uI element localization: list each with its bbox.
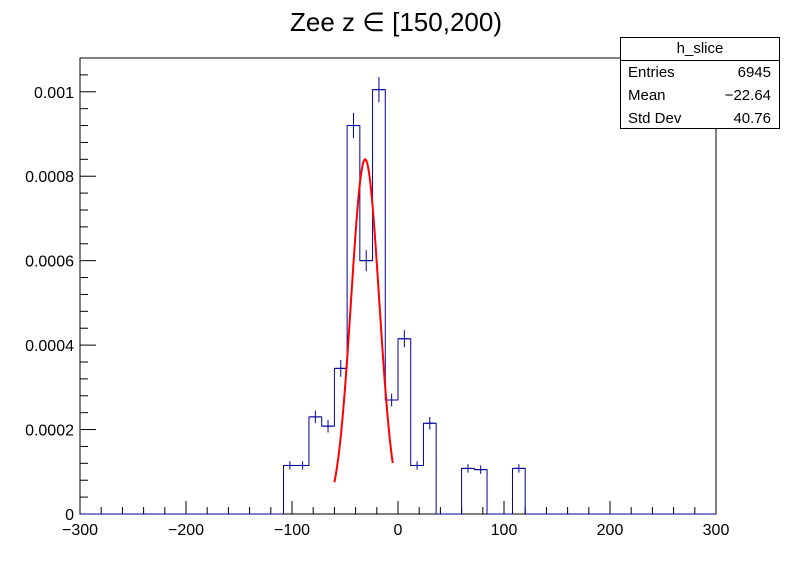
stats-label: Std Dev <box>628 110 682 127</box>
y-tick-label: 0.0006 <box>25 254 74 271</box>
y-tick-label: 0 <box>65 507 74 524</box>
chart-title: Zee z ∈ [150,200) <box>290 7 502 37</box>
x-tick-label: 100 <box>491 522 518 539</box>
y-tick-label: 0.001 <box>34 85 74 102</box>
stats-row-stddev: Std Dev 40.76 <box>621 107 779 130</box>
y-tick-label: 0.0004 <box>25 338 74 355</box>
x-tick-label: −100 <box>274 522 310 539</box>
stats-label: Mean <box>628 87 666 104</box>
stats-value: −22.64 <box>724 87 771 104</box>
histogram-bins <box>80 89 716 515</box>
x-tick-label: 200 <box>597 522 624 539</box>
tick-labels: −300 −200 −100 0 100 200 300 0 0.0002 0.0004 0.000… <box>25 85 729 539</box>
x-tick-label: 300 <box>703 522 730 539</box>
error-bars <box>284 77 525 474</box>
gaussian-fit <box>333 158 394 483</box>
x-tick-label: 0 <box>394 522 403 539</box>
y-tick-label: 0.0002 <box>25 423 74 440</box>
stats-row-entries: Entries 6945 <box>621 61 779 84</box>
histogram-outline <box>80 89 716 515</box>
stats-value: 6945 <box>737 64 771 81</box>
fit-curve <box>333 158 394 483</box>
y-tick-label: 0.0008 <box>25 169 74 186</box>
stats-row-mean: Mean −22.64 <box>621 84 779 107</box>
x-tick-label: −200 <box>168 522 204 539</box>
stats-box: h_slice Entries 6945 Mean −22.64 Std Dev… <box>620 37 780 129</box>
stats-title: h_slice <box>621 38 779 61</box>
x-tick-label: −300 <box>62 522 98 539</box>
stats-value: 40.76 <box>733 110 771 127</box>
stats-label: Entries <box>628 64 675 81</box>
